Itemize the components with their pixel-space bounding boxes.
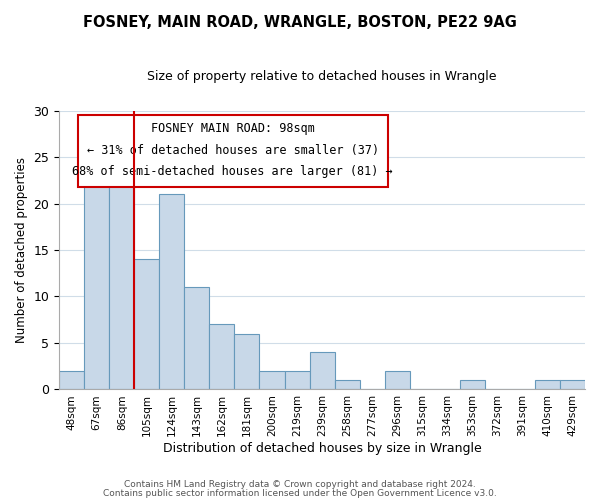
Text: 68% of semi-detached houses are larger (81) →: 68% of semi-detached houses are larger (… [73,166,393,178]
Text: FOSNEY MAIN ROAD: 98sqm: FOSNEY MAIN ROAD: 98sqm [151,122,314,134]
Bar [259,371,284,390]
X-axis label: Distribution of detached houses by size in Wrangle: Distribution of detached houses by size … [163,442,481,455]
Text: Contains HM Land Registry data © Crown copyright and database right 2024.: Contains HM Land Registry data © Crown c… [124,480,476,489]
Bar [134,260,160,390]
Text: FOSNEY, MAIN ROAD, WRANGLE, BOSTON, PE22 9AG: FOSNEY, MAIN ROAD, WRANGLE, BOSTON, PE22… [83,15,517,30]
Bar [160,194,184,390]
Bar [335,380,359,390]
Bar [109,157,134,390]
Bar [209,324,235,390]
Y-axis label: Number of detached properties: Number of detached properties [15,157,28,343]
Bar [385,371,410,390]
FancyBboxPatch shape [77,114,388,188]
Bar [535,380,560,390]
Bar [235,334,259,390]
Bar [560,380,585,390]
Bar [310,352,335,390]
Bar [84,185,109,390]
Title: Size of property relative to detached houses in Wrangle: Size of property relative to detached ho… [148,70,497,83]
Bar [184,287,209,390]
Bar [284,371,310,390]
Text: ← 31% of detached houses are smaller (37): ← 31% of detached houses are smaller (37… [86,144,379,156]
Bar [59,371,84,390]
Bar [460,380,485,390]
Text: Contains public sector information licensed under the Open Government Licence v3: Contains public sector information licen… [103,489,497,498]
